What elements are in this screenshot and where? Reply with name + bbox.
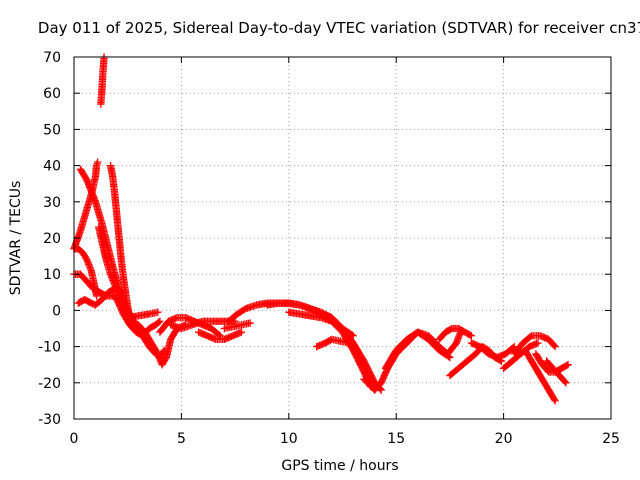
data-point-fill (563, 361, 571, 370)
series-arc-23 (435, 324, 476, 344)
data-point-fill (444, 352, 453, 361)
x-axis-label: GPS time / hours (281, 458, 398, 474)
data-point (349, 332, 357, 340)
x-tick-label: 10 (280, 431, 298, 447)
series-arc-01 (97, 53, 108, 108)
series-arc-26 (499, 339, 542, 372)
y-tick-label: 70 (43, 50, 61, 66)
y-tick-label: 40 (43, 159, 61, 175)
data-point (564, 361, 572, 369)
series-arc-25 (467, 339, 518, 362)
y-axis-label: SDTVAR / TECUs (8, 181, 24, 296)
series-arc-28 (532, 350, 572, 376)
series-arc-15 (194, 328, 246, 344)
series-arc-29 (521, 346, 559, 405)
data-point-fill (543, 367, 552, 375)
y-tick-label: 60 (43, 86, 61, 102)
data-point-fill (466, 331, 474, 339)
data-point-fill (550, 341, 558, 350)
axes: 0 5 10 15 20 25 -30 -20 -10 0 10 20 30 40 50 60 70 (38, 50, 620, 447)
y-tick-label: -30 (38, 412, 61, 428)
data-point (534, 339, 542, 347)
y-tick-label: 50 (43, 122, 61, 138)
x-tick-label: 20 (495, 431, 513, 447)
data-point-fill (561, 377, 569, 386)
data-point (156, 317, 164, 325)
data-point (154, 308, 162, 316)
series-arc-22 (381, 328, 454, 372)
chart-title: Day 011 of 2025, Sidereal Day-to-day VTE… (38, 19, 640, 37)
data-point (345, 339, 353, 347)
data-point (467, 332, 476, 340)
data-points (70, 53, 572, 405)
series-arc-24 (446, 342, 506, 380)
data-point (117, 288, 125, 296)
data-point (551, 342, 559, 351)
series-arc-30 (542, 357, 570, 387)
y-tick-label: -10 (38, 340, 61, 356)
y-tick-label: 30 (43, 195, 61, 211)
series-arc-20 (313, 335, 353, 351)
y-tick-label: 0 (52, 303, 61, 319)
data-point (510, 342, 518, 351)
data-point (237, 328, 246, 336)
series-arc-06 (70, 245, 101, 300)
y-tick-label: 20 (43, 231, 61, 247)
data-point (446, 353, 454, 362)
data-point-fill (509, 343, 517, 352)
series-arc-08 (74, 285, 125, 309)
data-point-fill (348, 331, 356, 339)
data-point (93, 158, 102, 166)
series-arc-12 (124, 308, 162, 322)
y-tick-label: 10 (43, 267, 61, 283)
data-point-fill (447, 325, 455, 333)
grid-lines (74, 57, 611, 419)
x-tick-label: 5 (177, 431, 186, 447)
data-point (246, 319, 254, 327)
data-point-fill (86, 298, 94, 307)
series-arc-27 (510, 332, 559, 358)
data-point (562, 379, 570, 387)
y-tick-label: -20 (38, 376, 61, 392)
data-point-fill (155, 318, 163, 326)
data-point-fill (116, 287, 124, 296)
data-point-fill (526, 333, 534, 341)
x-tick-label: 15 (387, 431, 405, 447)
data-point (377, 386, 385, 394)
series-arc-16 (220, 319, 254, 333)
data-point (551, 397, 559, 405)
x-tick-label: 0 (70, 431, 79, 447)
series-arc-19 (285, 308, 357, 340)
x-tick-label: 25 (602, 431, 620, 447)
